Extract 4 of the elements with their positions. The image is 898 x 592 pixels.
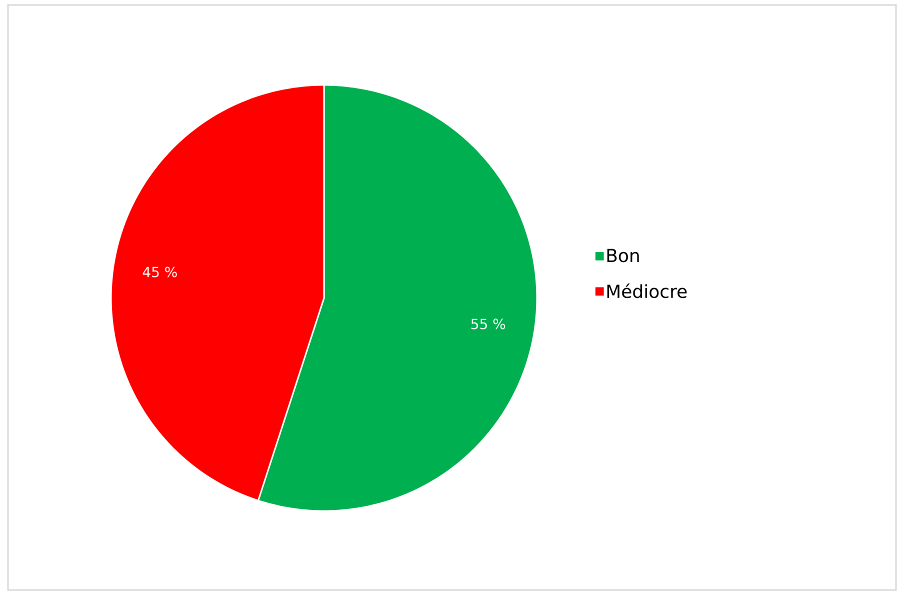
legend-label: Bon <box>607 248 639 262</box>
legend-label: Médiocre <box>607 283 687 298</box>
data-label: 55 % <box>471 318 506 330</box>
data-label: 45 % <box>142 266 177 278</box>
